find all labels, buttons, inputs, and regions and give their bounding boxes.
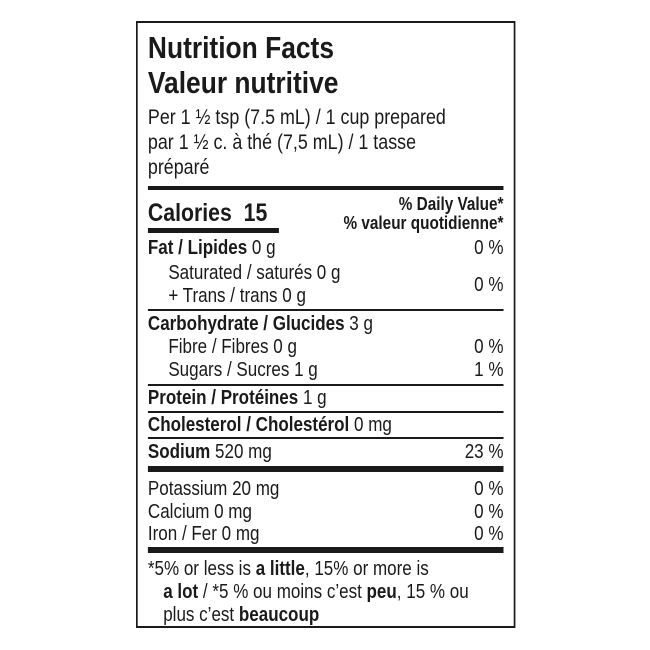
dv-header-fr: % valeur quotidienne* (343, 213, 504, 233)
sugars-dv: 1 % (474, 359, 504, 381)
protein-row: Protein / Protéines 1 g (148, 387, 327, 409)
cholesterol-row: Cholesterol / Cholestérol 0 mg (148, 414, 392, 436)
rule (147, 186, 504, 190)
sodium-label: Sodium (147, 441, 211, 463)
cholesterol-amount: 0 mg (354, 414, 392, 436)
dv-header-en: % Daily Value* (398, 194, 504, 214)
rule (147, 411, 504, 413)
protein-label: Protein / Protéines (147, 387, 299, 409)
sodium-amount: 520 mg (215, 441, 272, 463)
sugars-row: Sugars / Sucres 1 g (168, 359, 318, 381)
fat-dv: 0 % (474, 237, 504, 259)
fibre-row: Fibre / Fibres 0 g (168, 336, 297, 358)
footnote-line-1: *5% or less is a little, 15% or more is (148, 558, 429, 580)
iron-row: Iron / Fer 0 mg (147, 523, 260, 545)
fibre-dv: 0 % (474, 336, 504, 358)
carb-row: Carbohydrate / Glucides 3 g (148, 313, 373, 335)
fn-text: plus c’est (163, 604, 239, 626)
footnote-line-2: a lot / *5 % ou moins c’est peu, 15 % ou (163, 581, 468, 603)
serving-size-fr-cont: préparé (147, 156, 210, 179)
calcium-row: Calcium 0 mg (147, 501, 252, 523)
rule (147, 466, 504, 472)
carb-amount: 3 g (349, 313, 373, 335)
fat-label: Fat / Lipides (147, 237, 248, 259)
fat-row: Fat / Lipides 0 g (148, 237, 276, 259)
rule (147, 437, 504, 439)
iron-dv: 0 % (474, 523, 504, 545)
rule (147, 309, 504, 311)
fn-text: *5% or less is (147, 558, 256, 580)
protein-amount: 1 g (302, 387, 327, 409)
calcium-dv: 0 % (474, 501, 504, 523)
calories: Calories 15 (148, 199, 267, 227)
serving-size-en: Per 1 ½ tsp (7.5 mL) / 1 cup prepared (147, 106, 446, 129)
cholesterol-label: Cholesterol / Cholestérol (147, 414, 350, 436)
fn-text: , 15 % ou (396, 581, 469, 603)
fat-amount: 0 g (251, 237, 276, 259)
potassium-row: Potassium 20 mg (147, 478, 280, 500)
calories-bar (147, 228, 279, 233)
calories-label: Calories (147, 199, 232, 227)
carb-label: Carbohydrate / Glucides (147, 313, 345, 335)
potassium-dv: 0 % (474, 478, 504, 500)
title-fr: Valeur nutritive (147, 65, 339, 100)
serving-size-fr: par 1 ½ c. à thé (7,5 mL) / 1 tasse (147, 131, 417, 154)
fn-text: , 15% or more is (304, 558, 429, 580)
rule (147, 384, 504, 386)
fn-bold: a lot (163, 581, 199, 603)
sat-trans-dv: 0 % (474, 274, 504, 296)
rule (147, 547, 504, 553)
calories-value: 15 (243, 199, 268, 227)
sodium-row: Sodium 520 mg (148, 441, 272, 463)
fn-bold: beaucoup (238, 604, 320, 626)
trans-row: + Trans / trans 0 g (168, 285, 306, 307)
fn-text: / *5 % ou moins c’est (198, 581, 367, 603)
title-en: Nutrition Facts (147, 30, 334, 65)
fn-bold: a little (255, 558, 305, 580)
saturated-row: Saturated / saturés 0 g (168, 262, 341, 284)
sodium-dv: 23 % (464, 441, 504, 463)
footnote-line-3: plus c’est beaucoup (163, 604, 319, 626)
nutrition-facts-label: Nutrition Facts Valeur nutritive Per 1 ½… (136, 21, 516, 628)
fn-bold: peu (366, 581, 397, 603)
